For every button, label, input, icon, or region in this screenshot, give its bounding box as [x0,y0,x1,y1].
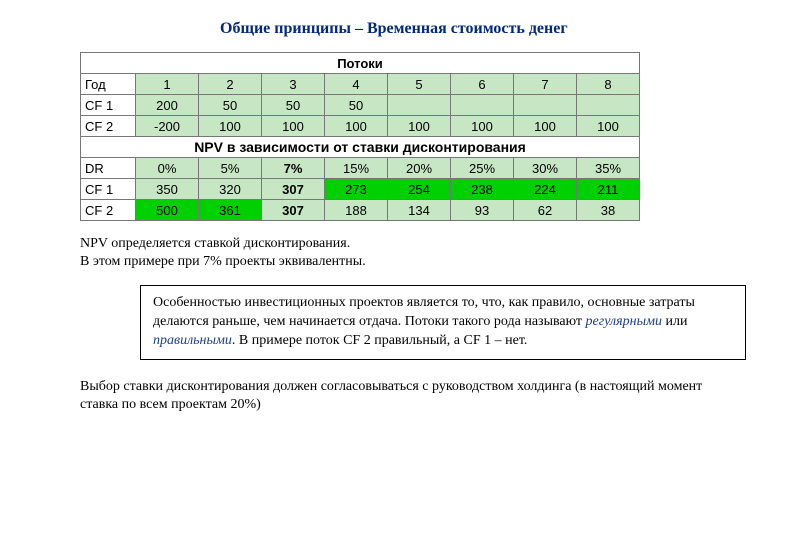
dr-row: DR 0% 5% 7% 15% 20% 25% 30% 35% [81,158,640,179]
cf1-row: CF 1 200 50 50 50 [81,95,640,116]
page-title: Общие принципы – Временная стоимость ден… [220,20,760,38]
year-label: Год [81,74,136,95]
cf1-label: CF 1 [81,95,136,116]
npv-cf1-row: CF 1 350 320 307 273 254 238 224 211 [81,179,640,200]
npv-cf2-row: CF 2 500 361 307 188 134 93 62 38 [81,200,640,221]
para-line-2: В этом примере при 7% проекты эквивалент… [80,254,366,269]
cf2-row: CF 2 -200 100 100 100 100 100 100 100 [81,116,640,137]
npv-header: NPV в зависимости от ставки дисконтирова… [81,137,640,158]
npv-cf2-label: CF 2 [81,200,136,221]
explanation-paragraph: NPV определяется ставкой дисконтирования… [80,235,680,271]
term-proper: правильными [153,333,232,348]
cf2-label: CF 2 [81,116,136,137]
year-row: Год 1 2 3 4 5 6 7 8 [81,74,640,95]
term-regular: регулярными [586,314,663,329]
para-line-1: NPV определяется ставкой дисконтирования… [80,236,350,251]
npv-cf1-label: CF 1 [81,179,136,200]
footer-paragraph: Выбор ставки дисконтирования должен согл… [80,378,740,414]
dr-label: DR [81,158,136,179]
flows-header: Потоки [81,53,640,74]
note-box: Особенностью инвестиционных проектов явл… [140,285,746,360]
flows-table: Потоки Год 1 2 3 4 5 6 7 8 CF 1 200 50 5… [80,52,640,221]
